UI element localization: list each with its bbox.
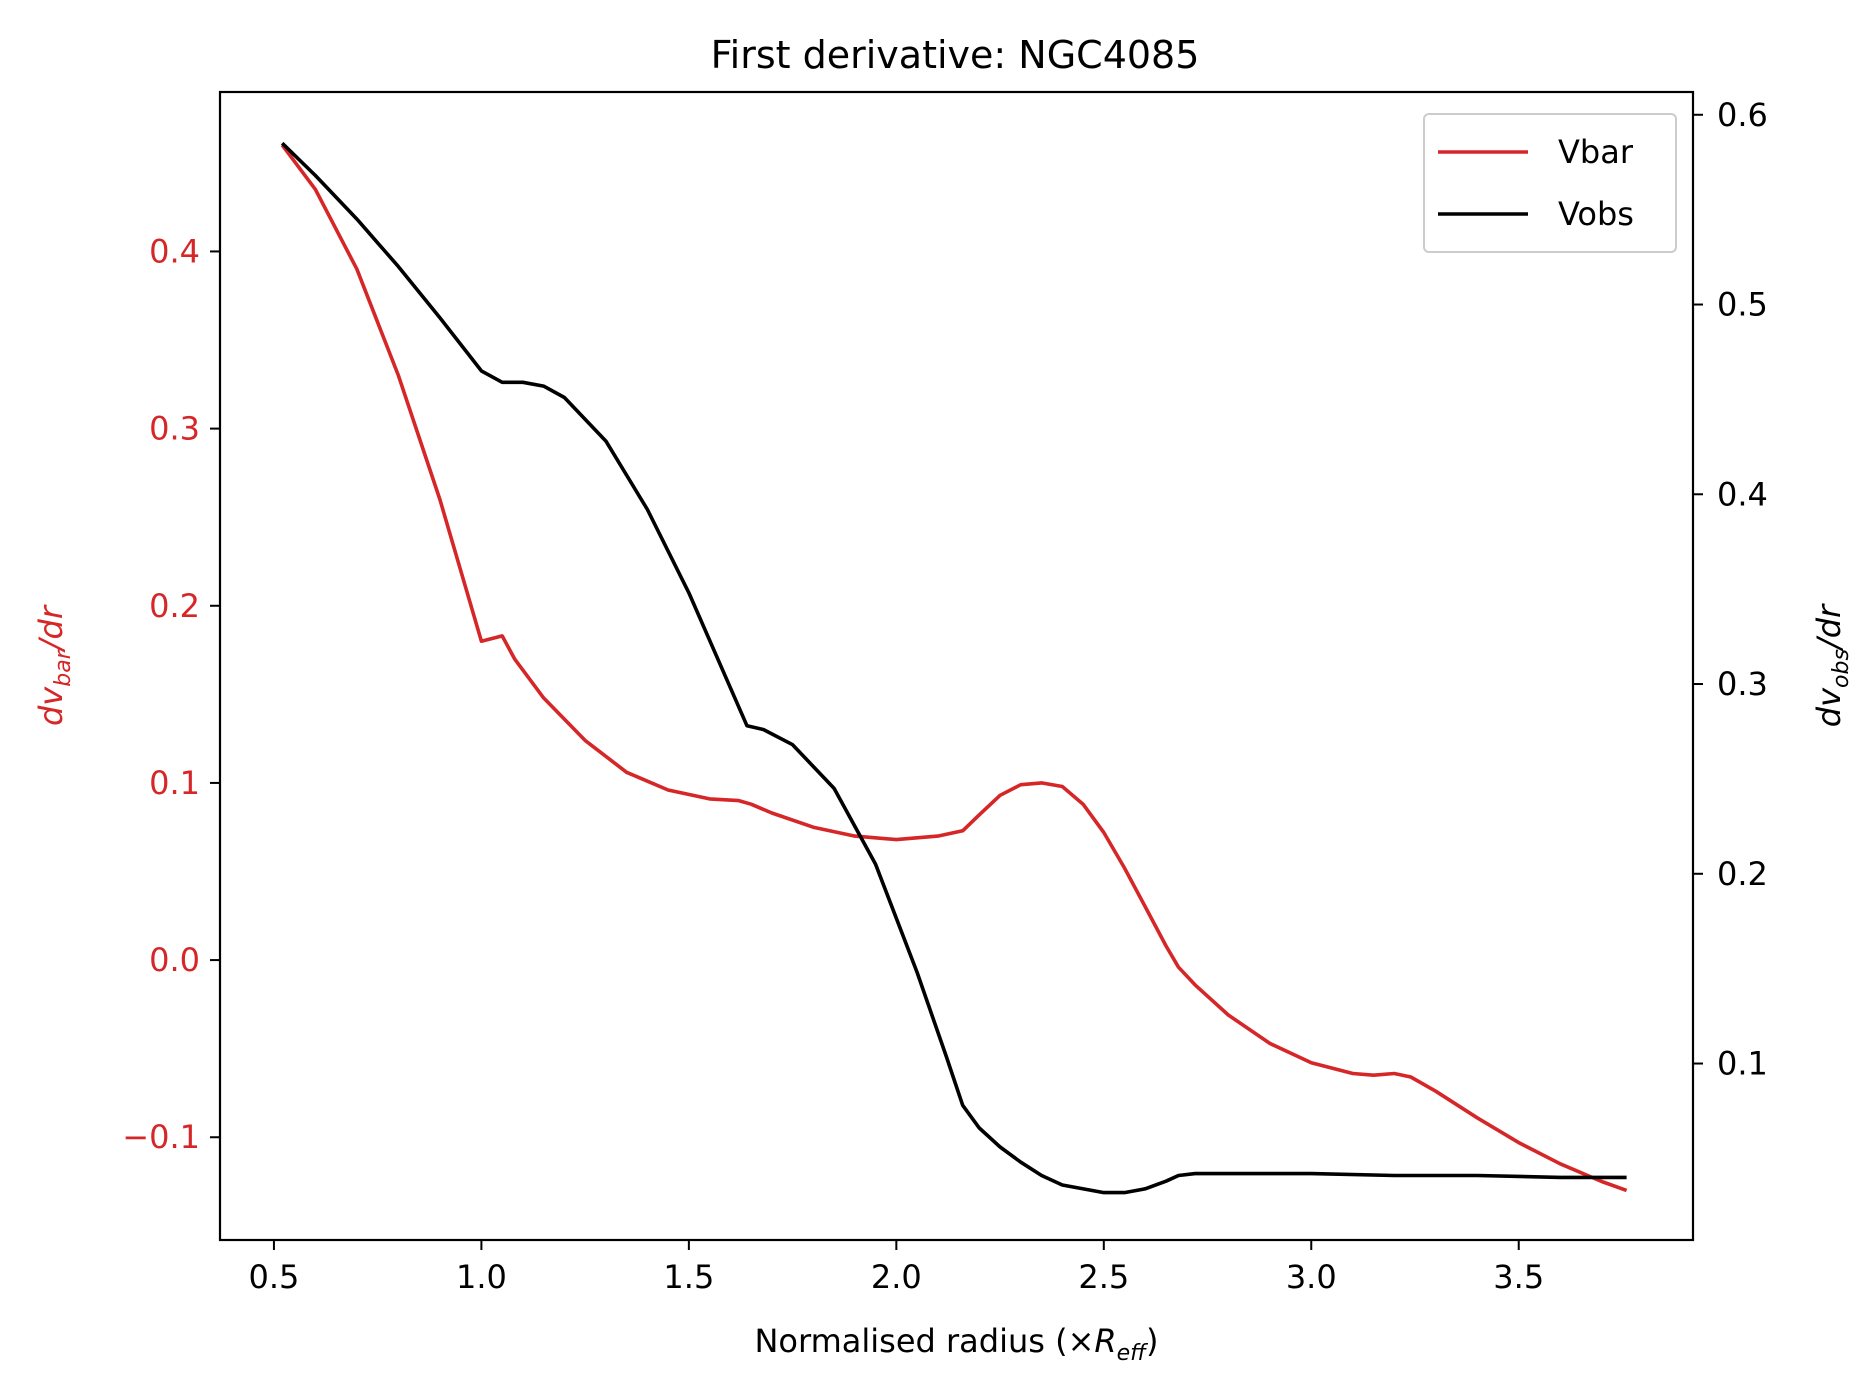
series-layer [280,141,1628,1195]
x-tick-label: 3.0 [1286,1258,1337,1296]
y-right-tick-label: 0.3 [1717,665,1768,703]
x-tick-label: 2.0 [871,1258,922,1296]
legend-label-vobs: Vobs [1558,195,1634,233]
y-axis-right-label-subscript: obs [1829,649,1854,688]
y-left-tick-label: 0.2 [149,587,200,625]
legend-label-vbar: Vbar [1558,133,1634,171]
x-axis-label-close: ) [1146,1322,1158,1360]
y-axis-left-label-pre: dv [32,686,70,726]
y-axis-right-label-post: /dr [1810,603,1848,652]
legend-box [1423,113,1677,253]
y-right-tick-label: 0.6 [1717,96,1768,134]
ticks-layer: 0.5 1.0 1.5 2.0 2.5 3.0 3.5 −0.1 0.0 0.1 0.2 0.3 0.4… [122,96,1768,1296]
y-right-tick-label: 0.4 [1717,475,1768,513]
x-tick-label: 1.5 [663,1258,714,1296]
x-tick-label: 0.5 [248,1258,299,1296]
y-left-tick-label: 0.0 [149,941,200,979]
x-axis-label-main: Normalised radius (× [754,1322,1094,1360]
y-left-tick-label: 0.4 [149,232,200,270]
series-line-vbar [280,144,1628,1193]
y-axis-right-label: dvobs/dr [1810,603,1854,727]
chart-title: First derivative: NGC4085 [711,33,1200,77]
x-axis-label-subscript: eff [1117,1341,1149,1366]
x-axis-label-symbol: R [1094,1322,1116,1360]
x-tick-label: 3.5 [1493,1258,1544,1296]
y-axis-right-label-pre: dv [1810,687,1848,727]
y-axis-left-label-post: /dr [32,604,70,653]
y-left-tick-label: 0.3 [149,410,200,448]
y-axis-left-label-subscript: bar [51,648,76,686]
y-left-tick-label: 0.1 [149,764,200,802]
y-right-tick-label: 0.2 [1717,855,1768,893]
x-axis-label: Normalised radius (×Reff) [754,1322,1158,1366]
legend: Vbar Vobs [1423,113,1677,253]
y-axis-left-label: dvbar/dr [32,604,76,726]
x-tick-label: 2.5 [1078,1258,1129,1296]
y-left-tick-label: −0.1 [122,1118,200,1156]
x-tick-label: 1.0 [456,1258,507,1296]
plot-frame [218,90,1695,1242]
y-right-tick-label: 0.5 [1717,286,1768,324]
series-line-vobs [280,141,1627,1195]
y-right-tick-label: 0.1 [1717,1045,1768,1083]
